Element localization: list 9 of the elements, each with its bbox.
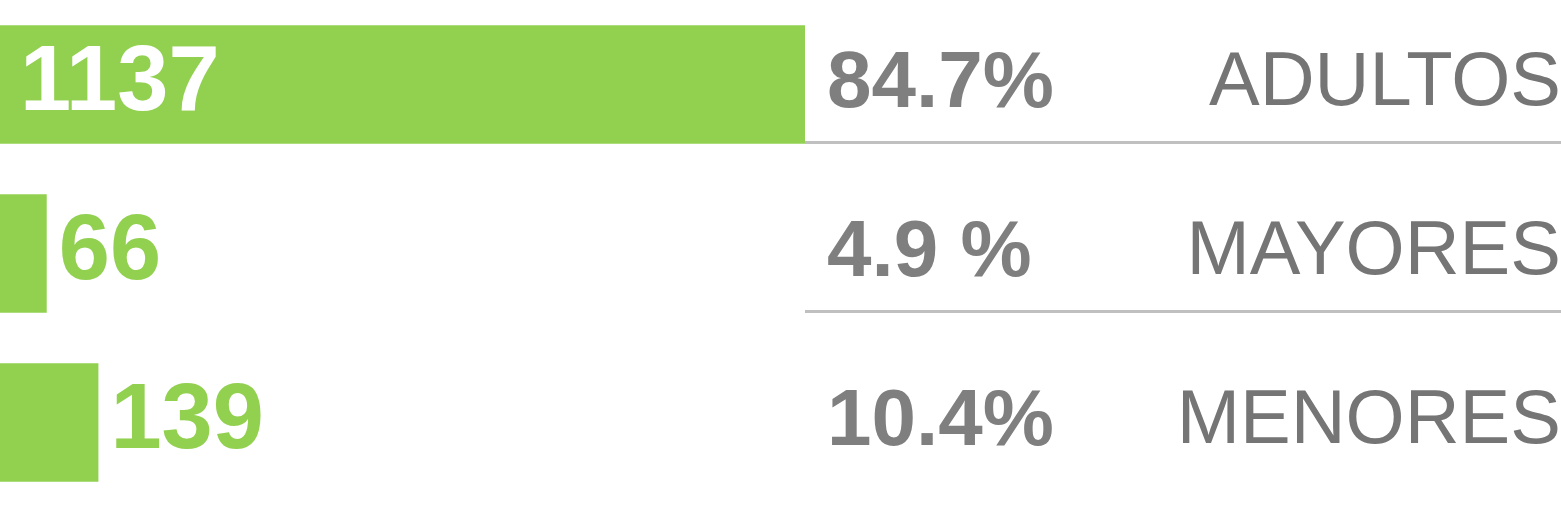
text: 10.4% [827,372,1054,462]
y-tick-label: MENORES [1176,374,1561,460]
data-label: 139 [110,364,264,467]
y-tick-label: MAYORES [1186,205,1561,291]
y-tick-label: ADULTOS [1209,36,1561,122]
text: 4.9 % [827,203,1032,293]
data-label: 66 [58,195,162,298]
text: 84.7% [827,34,1054,124]
data-label: 1137 [20,26,220,129]
